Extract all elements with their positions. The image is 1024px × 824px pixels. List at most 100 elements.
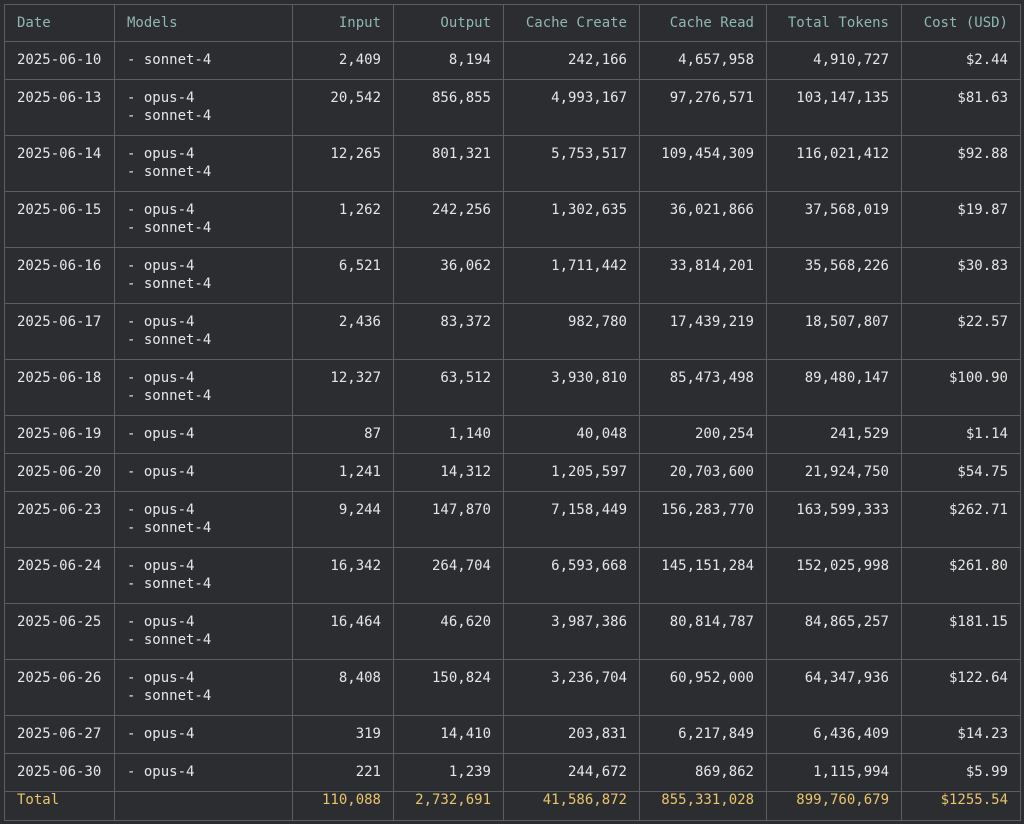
model-name: - opus-4 <box>127 614 195 630</box>
cell-output: 83,372 <box>393 303 504 360</box>
cell-models: - opus-4 <box>114 453 293 492</box>
table-row: 2025-06-13 - opus-4 - sonnet-4 20,542 856,85… <box>4 79 1021 136</box>
cell-input: 20,542 <box>292 79 394 136</box>
model-name: - sonnet-4 <box>127 108 212 124</box>
cell-models: - opus-4 - sonnet-4 <box>114 135 293 192</box>
cell-cache-create: 203,831 <box>503 715 640 754</box>
cell-total-tokens: 18,507,807 <box>766 303 902 360</box>
cell-output: 147,870 <box>393 491 504 548</box>
column-header-output: Output <box>393 4 504 42</box>
cell-input: 6,521 <box>292 247 394 304</box>
cell-total-tokens: 1,115,994 <box>766 753 902 792</box>
cell-models: - opus-4 <box>114 415 293 454</box>
cell-total-tokens: 116,021,412 <box>766 135 902 192</box>
cell-cost: $22.57 <box>901 303 1021 360</box>
model-name: - opus-4 <box>127 726 195 742</box>
cell-models: - opus-4 - sonnet-4 <box>114 603 293 660</box>
model-name: - sonnet-4 <box>127 688 212 704</box>
cell-cache-create: 1,302,635 <box>503 191 640 248</box>
cell-input: 16,342 <box>292 547 394 604</box>
cell-cache-create: 7,158,449 <box>503 491 640 548</box>
cell-date: 2025-06-20 <box>4 453 115 492</box>
cell-total-tokens: 103,147,135 <box>766 79 902 136</box>
total-models <box>114 791 293 821</box>
cell-output: 264,704 <box>393 547 504 604</box>
usage-table: Date Models Input Output Cache Create Ca… <box>4 4 1021 821</box>
cell-models: - opus-4 <box>114 753 293 792</box>
cell-total-tokens: 37,568,019 <box>766 191 902 248</box>
cell-models: - opus-4 - sonnet-4 <box>114 659 293 716</box>
model-name: - sonnet-4 <box>127 576 212 592</box>
column-header-input: Input <box>292 4 394 42</box>
table-row: 2025-06-24 - opus-4 - sonnet-4 16,342 264,70… <box>4 547 1021 604</box>
cell-date: 2025-06-19 <box>4 415 115 454</box>
cell-total-tokens: 84,865,257 <box>766 603 902 660</box>
cell-output: 1,140 <box>393 415 504 454</box>
cell-cache-create: 1,205,597 <box>503 453 640 492</box>
model-name: - opus-4 <box>127 258 195 274</box>
cell-cache-create: 1,711,442 <box>503 247 640 304</box>
cell-cache-read: 200,254 <box>639 415 767 454</box>
model-name: - opus-4 <box>127 370 195 386</box>
cell-cost: $81.63 <box>901 79 1021 136</box>
cell-input: 2,409 <box>292 41 394 80</box>
cell-cache-create: 244,672 <box>503 753 640 792</box>
column-header-cache-read: Cache Read <box>639 4 767 42</box>
model-name: - opus-4 <box>127 764 195 780</box>
model-name: - opus-4 <box>127 90 195 106</box>
cell-date: 2025-06-17 <box>4 303 115 360</box>
cell-cache-read: 17,439,219 <box>639 303 767 360</box>
table-row: 2025-06-15 - opus-4 - sonnet-4 1,262 242,256… <box>4 191 1021 248</box>
cell-models: - sonnet-4 <box>114 41 293 80</box>
cell-output: 14,410 <box>393 715 504 754</box>
total-total-tokens: 899,760,679 <box>766 791 902 821</box>
cell-total-tokens: 4,910,727 <box>766 41 902 80</box>
cell-date: 2025-06-13 <box>4 79 115 136</box>
cell-cost: $1.14 <box>901 415 1021 454</box>
cell-input: 9,244 <box>292 491 394 548</box>
cell-input: 8,408 <box>292 659 394 716</box>
cell-cost: $261.80 <box>901 547 1021 604</box>
model-name: - opus-4 <box>127 146 195 162</box>
cell-models: - opus-4 - sonnet-4 <box>114 247 293 304</box>
table-row: 2025-06-14 - opus-4 - sonnet-4 12,265 801,32… <box>4 135 1021 192</box>
cell-total-tokens: 152,025,998 <box>766 547 902 604</box>
cell-models: - opus-4 - sonnet-4 <box>114 491 293 548</box>
cell-output: 1,239 <box>393 753 504 792</box>
header-row: Date Models Input Output Cache Create Ca… <box>4 4 1021 42</box>
cell-date: 2025-06-25 <box>4 603 115 660</box>
cell-cache-create: 3,930,810 <box>503 359 640 416</box>
cell-models: - opus-4 - sonnet-4 <box>114 303 293 360</box>
cell-cost: $92.88 <box>901 135 1021 192</box>
cell-models: - opus-4 - sonnet-4 <box>114 79 293 136</box>
cell-models: - opus-4 - sonnet-4 <box>114 547 293 604</box>
cell-total-tokens: 241,529 <box>766 415 902 454</box>
model-name: - sonnet-4 <box>127 276 212 292</box>
cell-cache-read: 97,276,571 <box>639 79 767 136</box>
cell-cache-read: 85,473,498 <box>639 359 767 416</box>
cell-cache-read: 109,454,309 <box>639 135 767 192</box>
model-name: - sonnet-4 <box>127 220 212 236</box>
cell-cache-read: 6,217,849 <box>639 715 767 754</box>
cell-total-tokens: 21,924,750 <box>766 453 902 492</box>
cell-output: 14,312 <box>393 453 504 492</box>
cell-input: 319 <box>292 715 394 754</box>
column-header-cost: Cost (USD) <box>901 4 1021 42</box>
cell-output: 63,512 <box>393 359 504 416</box>
cell-output: 36,062 <box>393 247 504 304</box>
cell-date: 2025-06-27 <box>4 715 115 754</box>
table-body: 2025-06-10 - sonnet-4 2,409 8,194 242,166 4,6… <box>4 41 1021 792</box>
cell-cache-read: 4,657,958 <box>639 41 767 80</box>
column-header-models: Models <box>114 4 293 42</box>
cell-models: - opus-4 - sonnet-4 <box>114 359 293 416</box>
cell-total-tokens: 35,568,226 <box>766 247 902 304</box>
cell-output: 8,194 <box>393 41 504 80</box>
total-cache-read: 855,331,028 <box>639 791 767 821</box>
cell-input: 16,464 <box>292 603 394 660</box>
cell-cache-read: 156,283,770 <box>639 491 767 548</box>
cell-input: 2,436 <box>292 303 394 360</box>
table-footer: Total 110,088 2,732,691 41,586,872 855,3… <box>4 791 1021 821</box>
cell-date: 2025-06-23 <box>4 491 115 548</box>
cell-output: 46,620 <box>393 603 504 660</box>
usage-report: Date Models Input Output Cache Create Ca… <box>4 4 1021 821</box>
